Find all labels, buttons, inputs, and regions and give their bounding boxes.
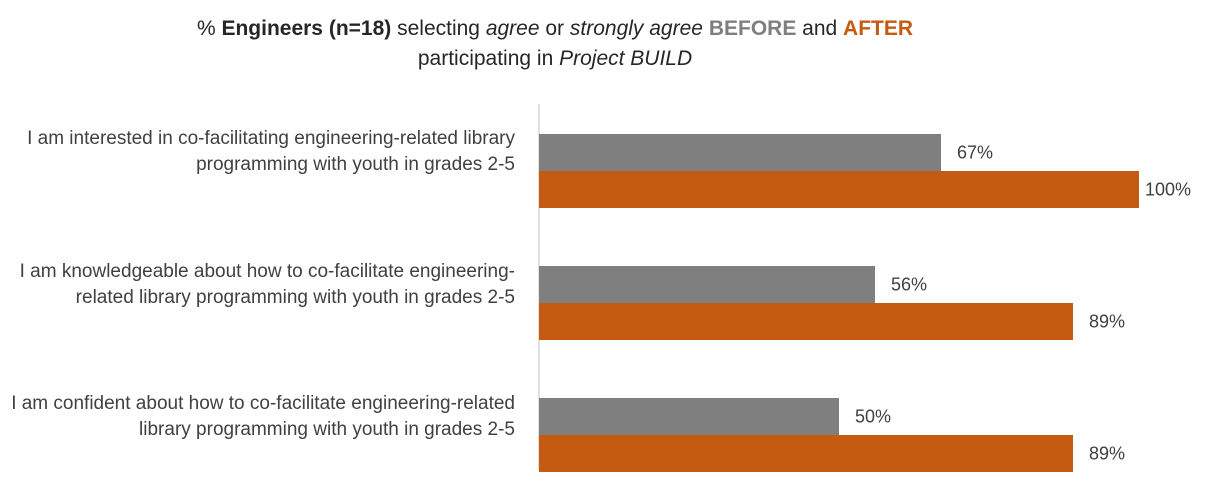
after-bar	[539, 303, 1073, 340]
title-line-2: participating in Project BUILD	[0, 44, 1110, 74]
category-label: I am confident about how to co-facilitat…	[11, 393, 515, 440]
before-bar	[539, 134, 941, 171]
title-group: Engineers (n=18)	[221, 17, 392, 40]
data-label: 56%	[891, 275, 927, 295]
title-or: or	[539, 17, 570, 40]
title-line-1: % Engineers (n=18) selecting agree or st…	[0, 14, 1110, 44]
title-after: AFTER	[843, 17, 914, 40]
data-label: 100%	[1145, 180, 1191, 200]
before-bar	[539, 398, 839, 435]
title-prefix: %	[196, 17, 222, 40]
title-participating: participating in	[417, 47, 560, 70]
data-label: 89%	[1089, 444, 1125, 464]
before-bar	[539, 266, 875, 303]
title-and: and	[796, 17, 844, 40]
chart-title: % Engineers (n=18) selecting agree or st…	[0, 14, 1110, 74]
after-bar	[539, 435, 1073, 472]
data-label: 50%	[855, 407, 891, 427]
title-agree: agree	[485, 17, 540, 40]
category-label: I am interested in co-facilitating engin…	[27, 128, 515, 175]
data-label: 67%	[957, 143, 993, 163]
title-strongly-agree: strongly agree	[569, 17, 703, 40]
data-label: 89%	[1089, 312, 1125, 332]
title-text: selecting	[391, 17, 486, 40]
title-project: Project BUILD	[559, 47, 693, 70]
category-label: I am knowledgeable about how to co-facil…	[19, 261, 515, 308]
title-before: BEFORE	[708, 17, 797, 40]
after-bar	[539, 171, 1139, 208]
